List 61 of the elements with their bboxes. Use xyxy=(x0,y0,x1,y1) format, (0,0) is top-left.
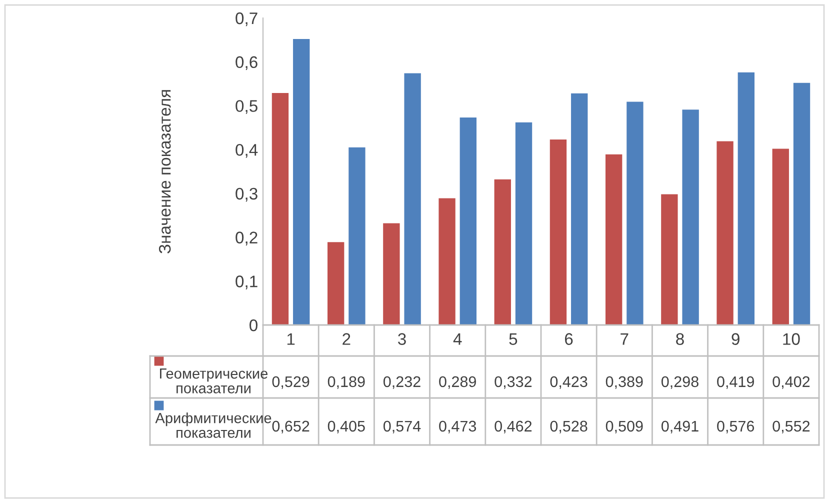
bar xyxy=(772,148,789,325)
x-tick-label: 10 xyxy=(783,333,800,345)
y-tick-label: 0,6 xyxy=(236,56,258,70)
bar xyxy=(626,102,644,325)
bar xyxy=(404,73,421,325)
x-tick-label: 3 xyxy=(398,333,406,345)
bar xyxy=(293,39,310,325)
x-tick-label: 7 xyxy=(620,333,628,345)
data-label: 0,289 xyxy=(439,376,476,389)
x-tick-label: 5 xyxy=(509,333,518,345)
data-label: 0,473 xyxy=(439,420,476,434)
bar xyxy=(327,242,344,325)
y-tick-label: 0,5 xyxy=(236,100,258,114)
data-label: 0,332 xyxy=(494,376,532,389)
x-tick-label: 1 xyxy=(287,333,295,345)
data-label: 0,298 xyxy=(661,376,698,389)
data-label: 0,423 xyxy=(550,376,588,389)
bar xyxy=(738,72,755,325)
data-label: 0,389 xyxy=(606,376,643,389)
y-tick-label: 0 xyxy=(250,319,258,332)
bar xyxy=(383,223,400,325)
data-label: 0,509 xyxy=(606,420,643,434)
data-label: 0,528 xyxy=(550,420,588,434)
y-axis-title: Значение показателя xyxy=(158,90,171,254)
x-tick-label: 8 xyxy=(676,333,684,345)
y-tick-label: 0,2 xyxy=(236,232,258,246)
data-label: 0,652 xyxy=(272,420,310,434)
data-label: 0,576 xyxy=(717,420,754,434)
bar xyxy=(716,141,734,325)
bar xyxy=(682,110,699,325)
data-label: 0,189 xyxy=(328,376,365,389)
y-tick-label: 0,3 xyxy=(236,188,258,202)
x-tick-label: 2 xyxy=(342,333,350,345)
bar xyxy=(605,154,622,325)
legend-label: Арифмитические показатели xyxy=(155,412,272,438)
bar xyxy=(348,147,366,325)
x-tick-label: 4 xyxy=(453,333,462,345)
bar xyxy=(793,82,810,325)
bar xyxy=(272,92,289,325)
data-label: 0,462 xyxy=(494,420,532,434)
y-tick-label: 0,1 xyxy=(236,276,258,290)
bar xyxy=(571,93,588,325)
bar xyxy=(661,194,678,325)
x-tick-label: 6 xyxy=(565,333,573,345)
data-label: 0,405 xyxy=(328,420,365,434)
bar xyxy=(460,118,477,325)
data-label: 0,552 xyxy=(772,420,810,434)
data-label: 0,232 xyxy=(383,376,420,389)
y-tick-label: 0,7 xyxy=(236,12,258,26)
y-tick-label: 0,4 xyxy=(236,144,258,158)
data-label: 0,574 xyxy=(383,420,421,434)
bar xyxy=(515,122,532,325)
bar xyxy=(550,139,567,325)
x-tick-label: 9 xyxy=(732,333,740,345)
data-label: 0,491 xyxy=(661,420,698,434)
data-label: 0,419 xyxy=(717,376,754,389)
legend-label: Геометрические показатели xyxy=(160,368,268,394)
data-label: 0,529 xyxy=(272,376,310,389)
bar xyxy=(494,179,511,325)
bar xyxy=(438,198,456,325)
data-label: 0,402 xyxy=(772,376,810,389)
